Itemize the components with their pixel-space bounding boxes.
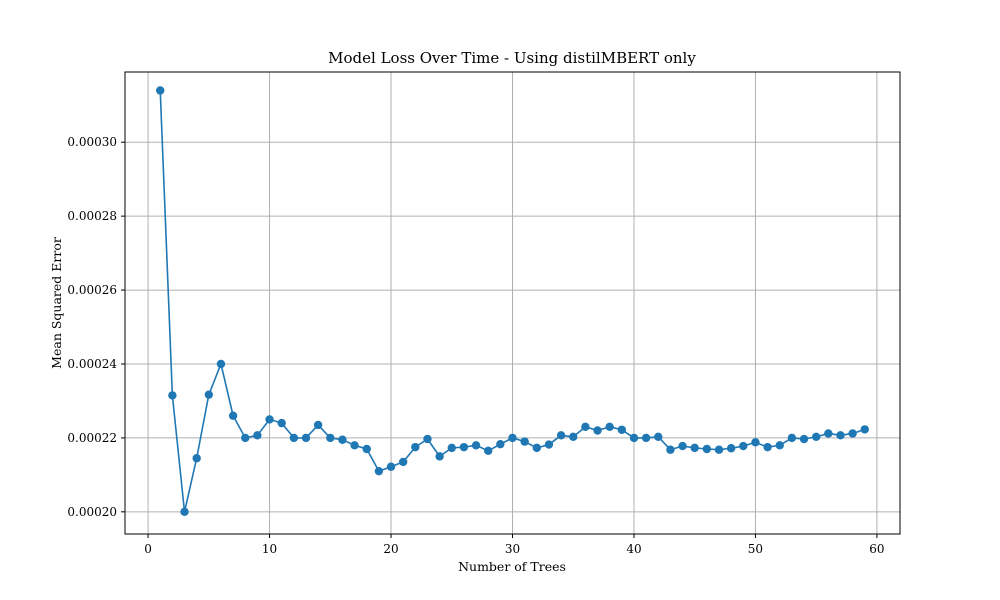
data-point xyxy=(605,422,614,432)
data-point xyxy=(228,411,238,420)
data-point xyxy=(301,433,311,443)
data-point xyxy=(411,442,420,452)
x-tick-label: 60 xyxy=(869,542,884,556)
x-tick-label: 40 xyxy=(626,542,641,556)
data-point xyxy=(593,426,602,435)
data-point xyxy=(824,429,833,438)
data-point xyxy=(313,420,323,430)
data-point xyxy=(326,433,335,443)
data-point xyxy=(799,434,809,444)
x-tick-label: 0 xyxy=(144,542,152,556)
data-point xyxy=(398,457,408,467)
data-point xyxy=(751,438,760,447)
data-point xyxy=(484,446,493,456)
y-tick-label: 0.00020 xyxy=(67,505,117,519)
x-tick-label: 30 xyxy=(505,542,520,556)
data-point xyxy=(617,425,627,434)
data-point xyxy=(253,431,262,440)
data-point xyxy=(350,441,359,450)
data-point xyxy=(423,434,432,444)
y-tick-label: 0.00024 xyxy=(67,357,117,371)
data-point xyxy=(265,415,274,424)
data-point xyxy=(471,441,481,450)
data-point xyxy=(714,445,724,454)
data-point xyxy=(532,443,541,453)
data-point xyxy=(520,437,529,446)
data-point xyxy=(180,507,189,517)
data-point xyxy=(216,359,226,369)
data-point xyxy=(496,439,505,449)
x-tick-label: 10 xyxy=(262,542,277,556)
data-point xyxy=(811,432,821,441)
y-tick-label: 0.00028 xyxy=(67,209,117,223)
data-point xyxy=(702,444,712,454)
data-point xyxy=(386,462,396,471)
x-axis-label: Number of Trees xyxy=(458,559,566,574)
y-tick-label: 0.00022 xyxy=(67,431,117,445)
data-point xyxy=(362,444,371,454)
data-point xyxy=(156,86,165,95)
data-point xyxy=(435,452,444,461)
data-point xyxy=(848,429,857,438)
data-point xyxy=(447,443,456,453)
data-point xyxy=(508,433,517,443)
data-point xyxy=(726,444,736,453)
data-point xyxy=(581,422,590,432)
data-point xyxy=(654,432,663,441)
data-point xyxy=(241,433,250,443)
data-point xyxy=(374,466,384,476)
data-point xyxy=(860,425,869,434)
x-tick-label: 50 xyxy=(748,542,763,556)
y-tick-label: 0.00030 xyxy=(67,135,117,149)
data-point xyxy=(556,431,566,440)
data-point xyxy=(641,433,651,443)
chart-title: Model Loss Over Time - Using distilMBERT… xyxy=(328,49,696,67)
data-point xyxy=(775,441,784,450)
data-point xyxy=(836,431,845,440)
data-point xyxy=(459,442,469,452)
data-point xyxy=(678,441,687,451)
data-point xyxy=(666,445,675,454)
data-point xyxy=(690,443,699,453)
data-point xyxy=(763,442,772,452)
data-point xyxy=(629,433,639,443)
data-point xyxy=(544,440,554,449)
series-layer xyxy=(156,86,869,517)
data-point xyxy=(787,433,797,443)
data-point xyxy=(739,441,748,451)
data-point xyxy=(569,432,578,441)
data-point xyxy=(289,433,299,443)
data-point xyxy=(204,390,214,399)
data-point xyxy=(338,435,347,444)
grid-lines xyxy=(125,72,900,534)
data-point xyxy=(168,391,177,400)
y-axis-label: Mean Squared Error xyxy=(49,237,64,369)
data-point xyxy=(277,418,286,428)
x-tick-label: 20 xyxy=(383,542,398,556)
y-tick-label: 0.00026 xyxy=(67,283,117,297)
axis-ticks: 0 10 20 30 40 50 60 0.00020 0.00022 0.00024 0.0002… xyxy=(67,135,884,556)
data-point xyxy=(192,454,201,463)
